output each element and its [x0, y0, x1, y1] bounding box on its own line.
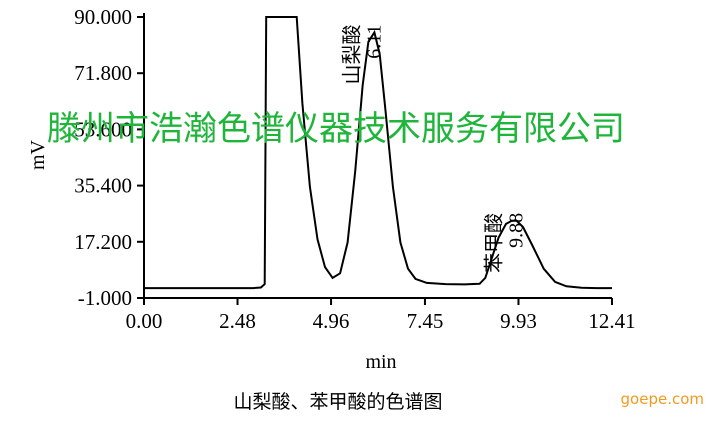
site-watermark: goepe.com — [621, 390, 704, 408]
x-tick-label: 2.48 — [219, 309, 256, 333]
chart-axes — [143, 13, 612, 299]
figure-caption: 山梨酸、苯甲酸的色谱图 — [233, 391, 442, 413]
x-tick-label: 0.00 — [126, 309, 163, 333]
y-tick-label: -1.000 — [78, 286, 132, 310]
watermark-text: 滕州市浩瀚色谱仪器技术服务有限公司 — [47, 109, 625, 149]
y-axis-label: mV — [27, 139, 49, 170]
y-tick-label: 71.800 — [74, 61, 132, 85]
x-tick-label: 4.96 — [313, 309, 350, 333]
x-tick-label: 9.93 — [500, 309, 537, 333]
peak-name-label: 苯甲酸 — [482, 213, 506, 273]
x-axis-label: min — [365, 351, 396, 373]
peak-retention-label: 9.88 — [506, 213, 528, 248]
y-tick-label: 53.600 — [74, 117, 132, 141]
y-tick-label: 35.400 — [74, 174, 132, 198]
x-axis-ticks: 0.00 2.48 4.96 7.45 9.93 12.41 — [126, 298, 636, 333]
x-tick-label: 7.45 — [407, 309, 444, 333]
peak-annotations: 山梨酸 6.11 苯甲酸 9.88 — [339, 24, 527, 272]
peak-retention-label: 6.11 — [363, 24, 385, 58]
y-tick-label: 90.000 — [74, 5, 132, 29]
y-tick-label: 17.200 — [74, 230, 132, 254]
y-axis-ticks: -1.000 17.200 35.400 53.600 71.800 90.000 — [74, 5, 144, 310]
peak-name-label: 山梨酸 — [339, 24, 363, 84]
chromatogram-trace — [144, 16, 612, 290]
x-tick-label: 12.41 — [588, 309, 635, 333]
